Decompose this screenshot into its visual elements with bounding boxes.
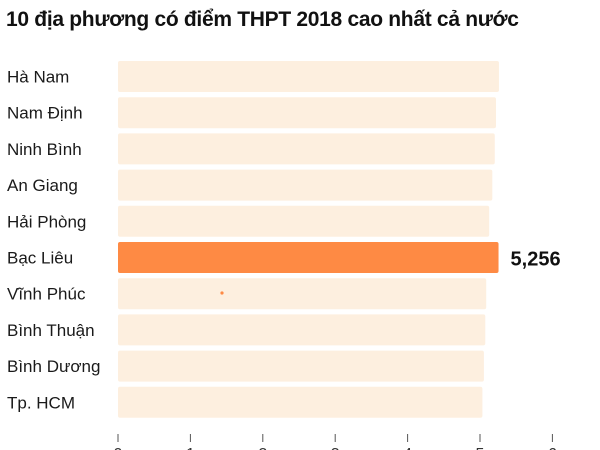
x-tick-label-0: 0 bbox=[114, 446, 123, 450]
bar-4 bbox=[118, 205, 490, 237]
bar-3 bbox=[118, 169, 493, 201]
category-label-6: Vĩnh Phúc bbox=[7, 285, 86, 304]
category-label-1: Nam Định bbox=[7, 104, 83, 123]
category-label-5: Bạc Liêu bbox=[7, 249, 73, 268]
chart-title: 10 địa phương có điểm THPT 2018 cao nhất… bbox=[6, 8, 519, 31]
highlight-value-label: 5,256 bbox=[511, 249, 561, 271]
x-tick-label-5: 5 bbox=[476, 446, 485, 450]
bar-7 bbox=[118, 314, 486, 346]
x-tick-label-6: 6 bbox=[548, 446, 557, 450]
bar-0 bbox=[118, 61, 499, 92]
category-label-8: Bình Dương bbox=[7, 357, 100, 376]
bar-2 bbox=[118, 133, 495, 165]
category-label-2: Ninh Bình bbox=[7, 140, 82, 159]
category-label-3: An Giang bbox=[7, 176, 78, 195]
marker-dot bbox=[220, 291, 224, 295]
bar-9 bbox=[118, 386, 483, 418]
x-tick-label-2: 2 bbox=[258, 446, 267, 450]
bar-5 bbox=[118, 242, 499, 273]
bar-6 bbox=[118, 278, 487, 310]
x-tick-label-1: 1 bbox=[186, 446, 195, 450]
x-tick-label-4: 4 bbox=[403, 446, 412, 450]
x-tick-label-3: 3 bbox=[331, 446, 340, 450]
category-label-7: Bình Thuận bbox=[7, 321, 95, 340]
bar-8 bbox=[118, 350, 484, 382]
category-label-4: Hải Phòng bbox=[7, 212, 86, 231]
category-label-0: Hà Nam bbox=[7, 68, 69, 87]
bar-1 bbox=[118, 97, 497, 129]
category-label-9: Tp. HCM bbox=[7, 393, 75, 412]
